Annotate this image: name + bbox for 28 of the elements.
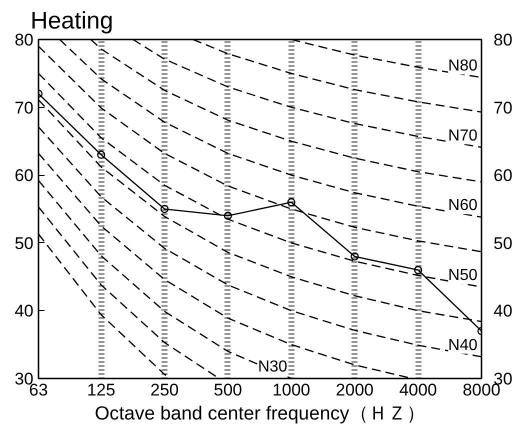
point: [224, 212, 232, 220]
point: [97, 150, 106, 159]
x-tick-label: 125: [86, 380, 116, 400]
x-tick-label: 4000: [399, 380, 438, 400]
x-axis-title: Octave band center frequency（ＨＺ）: [94, 404, 426, 424]
y2-tick-label: 40: [14, 302, 34, 321]
series-label: N50: [448, 266, 478, 284]
point: [160, 204, 169, 214]
y2-tick-label: 70: [14, 98, 34, 118]
point: [287, 198, 296, 206]
y-tick-label: 80: [494, 30, 512, 50]
y2-tick-label: 50: [14, 234, 34, 253]
x-tick-label: 2000: [336, 380, 374, 400]
series-label: N60: [448, 197, 478, 214]
y-tick-label: 40: [494, 302, 512, 321]
x-tick-label: 250: [150, 380, 179, 400]
series-label: N80: [448, 57, 478, 74]
y-tick-label: 60: [494, 166, 512, 186]
y-tick-label: 50: [494, 234, 512, 253]
x-tick-label: 1000: [272, 380, 310, 400]
series-label: N30: [258, 358, 288, 376]
series-label: N40: [448, 336, 478, 354]
y2-tick-label: 60: [14, 166, 34, 186]
point: [414, 266, 422, 274]
series-label: N70: [448, 127, 478, 144]
point: [350, 252, 359, 261]
y-tick-label: 70: [494, 98, 512, 118]
x-tick-label: 500: [214, 380, 242, 400]
